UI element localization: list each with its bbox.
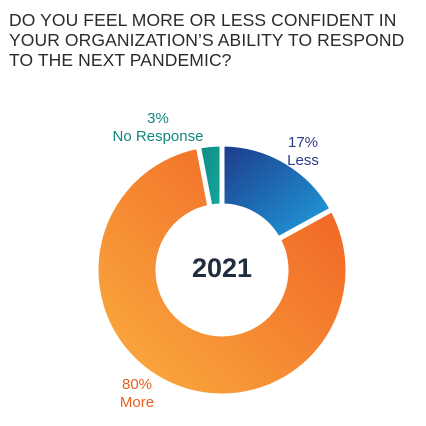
- slice-more: [93, 143, 351, 399]
- slice-no-response-name-label: No Response: [113, 128, 204, 145]
- center-year-label: 2021: [192, 253, 252, 283]
- slice-no-response-pct-label: 3%: [147, 110, 169, 127]
- slice-less-pct-label: 17%: [288, 134, 318, 151]
- slice-less-name-label: Less: [287, 152, 319, 169]
- slice-more-pct-label: 80%: [122, 376, 152, 393]
- slice-no-response: [195, 141, 225, 211]
- chart-title: DO YOU FEEL MORE OR LESS CONFIDENT IN YO…: [9, 10, 405, 70]
- slice-more-name-label: More: [120, 394, 154, 411]
